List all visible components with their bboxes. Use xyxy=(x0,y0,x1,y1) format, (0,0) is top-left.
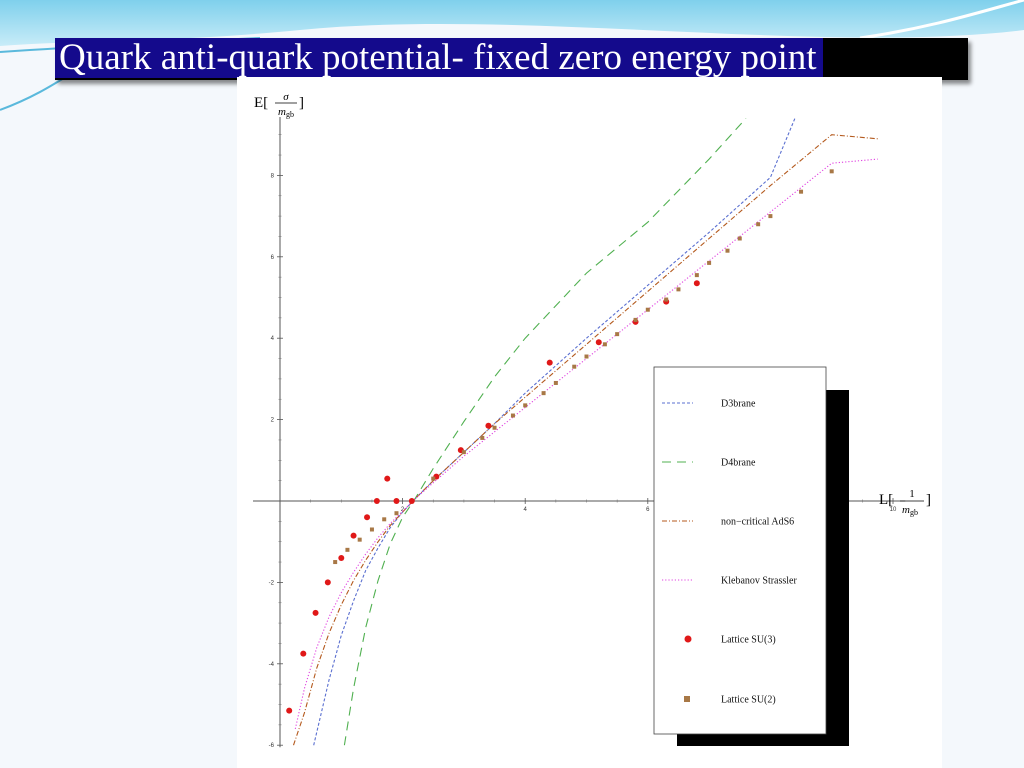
data-point-lattice-su-3 xyxy=(384,475,391,482)
data-point-lattice-su-2 xyxy=(333,560,338,565)
data-point-lattice-su-2 xyxy=(572,364,577,369)
data-point-lattice-su-2 xyxy=(664,297,669,302)
legend-label-klebanov-strassler: Klebanov Strassler xyxy=(721,576,797,587)
data-point-lattice-su-2 xyxy=(725,248,730,253)
figure-panel: 246810-6-4-22468E[σmgb]L[1mgb]D3braneD4b… xyxy=(237,77,942,768)
series-group xyxy=(286,118,878,746)
y-tick-label: 6 xyxy=(271,255,275,261)
x-axis-label-L: L[ xyxy=(879,492,893,508)
data-point-lattice-su-2 xyxy=(492,425,497,430)
data-point-lattice-su-3 xyxy=(485,422,492,429)
slide-title: Quark anti-quark potential- fixed zero e… xyxy=(55,38,823,78)
x-tick-label: 2 xyxy=(401,507,405,513)
x-axis-label-close: ] xyxy=(926,492,931,508)
data-point-lattice-su-2 xyxy=(431,476,436,481)
data-point-lattice-su-2 xyxy=(541,391,546,396)
data-point-lattice-su-2 xyxy=(799,189,804,194)
x-axis-label-denominator: mgb xyxy=(902,504,918,517)
data-point-lattice-su-3 xyxy=(373,498,380,504)
y-tick-label: -2 xyxy=(269,580,275,586)
data-point-lattice-su-3 xyxy=(546,359,553,366)
data-point-lattice-su-3 xyxy=(595,339,602,346)
series-line-klebanov-strassler xyxy=(294,158,878,730)
data-point-lattice-su-2 xyxy=(553,380,558,385)
data-point-lattice-su-2 xyxy=(602,342,607,347)
data-point-lattice-su-2 xyxy=(523,403,528,408)
y-axis-label-numerator: σ xyxy=(283,91,289,103)
data-point-lattice-su-2 xyxy=(382,517,387,522)
x-axis-label-subscript: gb xyxy=(910,508,918,517)
y-axis-label-denominator: mgb xyxy=(278,106,294,119)
legend-label-d3brane: D3brane xyxy=(721,399,756,410)
data-point-lattice-su-2 xyxy=(676,287,681,292)
x-tick-label: 10 xyxy=(890,507,897,513)
legend-label-lattice-su-3: Lattice SU(3) xyxy=(721,635,776,646)
data-point-lattice-su-2 xyxy=(584,354,589,359)
data-point-lattice-su-2 xyxy=(829,169,834,174)
data-point-lattice-su-2 xyxy=(615,332,620,337)
y-tick-label: -4 xyxy=(269,662,275,668)
y-axis-label-E: E[ xyxy=(254,95,268,111)
title-bar: Quark anti-quark potential- fixed zero e… xyxy=(55,38,968,80)
data-point-lattice-su-2 xyxy=(756,222,761,227)
data-point-lattice-su-3 xyxy=(338,554,345,561)
data-point-lattice-su-2 xyxy=(737,236,742,241)
plot-area: 246810-6-4-22468E[σmgb]L[1mgb]D3braneD4b… xyxy=(253,91,931,749)
data-point-lattice-su-2 xyxy=(345,547,350,552)
y-tick-label: 8 xyxy=(271,173,275,179)
series-lattice-su-3 xyxy=(286,280,700,714)
legend-marker-lattice-su-3 xyxy=(684,635,692,643)
data-point-lattice-su-2 xyxy=(394,511,399,516)
legend-label-non-critical-ads6: non−critical AdS6 xyxy=(721,517,794,528)
data-point-lattice-su-3 xyxy=(350,532,357,539)
data-point-lattice-su-2 xyxy=(369,527,374,532)
x-axis-label: L[ 1 mgb] xyxy=(879,488,931,517)
data-point-lattice-su-2 xyxy=(633,317,638,322)
data-point-lattice-su-2 xyxy=(480,435,485,440)
data-point-lattice-su-2 xyxy=(461,450,466,455)
series-line-d4brane xyxy=(343,118,747,746)
y-axis-label-subscript: gb xyxy=(286,110,294,119)
data-point-lattice-su-3 xyxy=(324,579,331,586)
x-tick-label: 6 xyxy=(646,507,650,513)
series-lattice-su-2 xyxy=(333,169,834,565)
data-point-lattice-su-2 xyxy=(357,537,362,542)
x-axis-label-numerator: 1 xyxy=(909,488,915,500)
y-axis-label-close: ] xyxy=(299,95,304,111)
legend-label-d4brane: D4brane xyxy=(721,458,756,469)
potential-chart: 246810-6-4-22468E[σmgb]L[1mgb]D3braneD4b… xyxy=(253,91,931,749)
legend-label-lattice-su-2: Lattice SU(2) xyxy=(721,695,776,706)
data-point-lattice-su-2 xyxy=(510,413,515,418)
series-line-non-critical-ads6 xyxy=(292,134,878,746)
data-point-lattice-su-2 xyxy=(768,214,773,219)
legend-marker-lattice-su-2 xyxy=(684,696,690,702)
y-tick-label: -6 xyxy=(269,743,275,749)
data-point-lattice-su-3 xyxy=(693,280,700,287)
legend-box xyxy=(653,366,827,735)
y-tick-label: 2 xyxy=(271,418,275,424)
data-point-lattice-su-3 xyxy=(300,650,307,657)
y-tick-label: 4 xyxy=(271,336,275,342)
data-point-lattice-su-2 xyxy=(694,273,699,278)
data-point-lattice-su-3 xyxy=(408,498,415,504)
data-point-lattice-su-2 xyxy=(645,307,650,312)
data-point-lattice-su-3 xyxy=(393,498,400,504)
legend: D3brane D4brane non−critical AdS6 Klebanov … xyxy=(653,366,849,746)
top-wave-decoration xyxy=(0,0,1024,46)
x-tick-label: 4 xyxy=(524,507,528,513)
data-point-lattice-su-3 xyxy=(286,707,293,714)
data-point-lattice-su-3 xyxy=(364,514,371,521)
data-point-lattice-su-2 xyxy=(707,260,712,265)
data-point-lattice-su-3 xyxy=(312,609,319,616)
y-axis-label: E[ σ mgb] xyxy=(254,91,304,119)
